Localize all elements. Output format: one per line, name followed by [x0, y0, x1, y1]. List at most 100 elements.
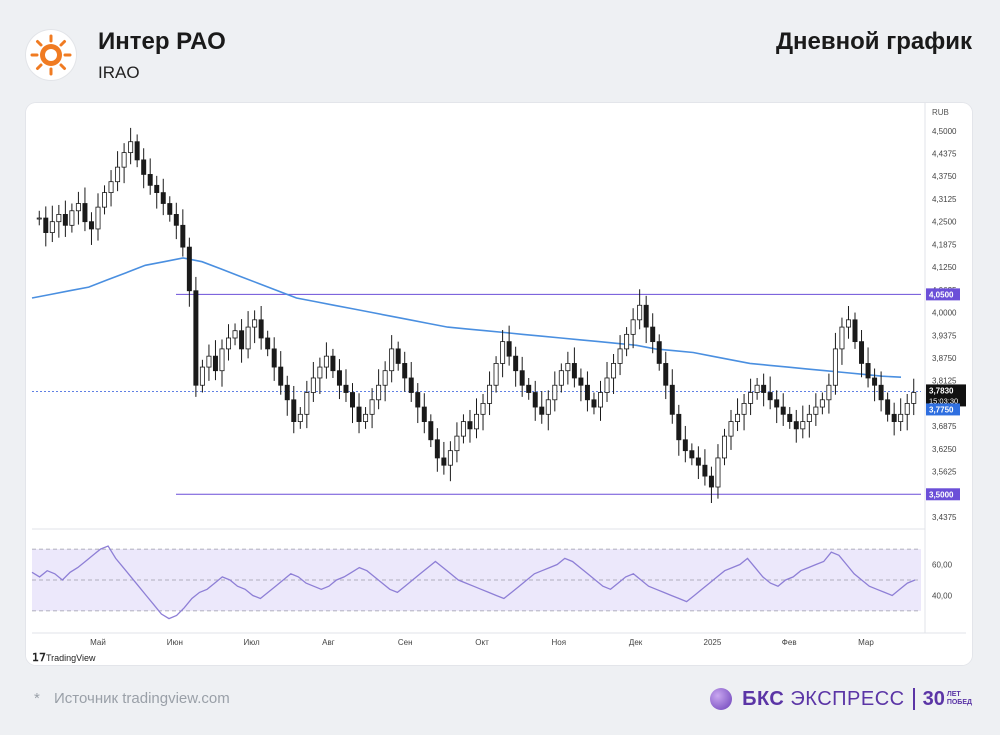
candle-body: [258, 319, 264, 339]
candle-body: [584, 384, 590, 401]
price-tick-label: 3,5625: [932, 468, 957, 477]
candle-body: [885, 399, 891, 415]
candle-body: [395, 348, 401, 364]
candle-body: [49, 221, 55, 233]
candle-body: [630, 319, 636, 335]
candle-body: [402, 363, 408, 379]
candle-body: [663, 363, 669, 386]
candle-body: [199, 366, 205, 386]
brand-name-light: ЭКСПРЕСС: [790, 687, 905, 710]
candle-body: [297, 413, 303, 422]
time-axis-label: Авг: [322, 638, 335, 647]
price-chart[interactable]: 4,5000 4,4375 4,3750 4,3125 4,2500 4,1875 4,12…: [26, 103, 972, 665]
candle-body: [872, 377, 878, 386]
candle-body: [460, 421, 466, 437]
header: Интер РАО IRAO Дневной график: [0, 0, 1000, 100]
candle-body: [774, 399, 780, 408]
price-tick-label: 4,0000: [932, 309, 957, 318]
candle-body: [343, 384, 349, 393]
brand-name-bold: БКС: [742, 687, 785, 710]
candle-body: [565, 363, 571, 372]
candle-body: [656, 341, 662, 364]
candle-body: [708, 475, 714, 488]
prev-close-label: 3,7750: [929, 405, 954, 414]
candle-body: [865, 363, 871, 379]
candle-body: [382, 370, 388, 386]
candle-body: [154, 184, 160, 194]
price-tick-label: 3,9375: [932, 331, 957, 340]
level-badge-label: 4,0500: [929, 290, 954, 299]
candle-body: [800, 421, 806, 430]
candle-body: [735, 413, 741, 422]
time-axis-label: 2025: [704, 638, 722, 647]
candle-body: [36, 217, 42, 220]
candle-body: [682, 439, 688, 452]
candle-body: [624, 333, 630, 350]
rsi-tick-label: 60,00: [932, 561, 953, 570]
candle-body: [56, 214, 62, 223]
candle-body: [173, 214, 179, 226]
candle-body: [330, 355, 336, 372]
candle-body: [845, 319, 851, 328]
rsi-tick-label: 40,00: [932, 591, 953, 600]
time-axis-label: Май: [90, 638, 106, 647]
candle-body: [487, 384, 493, 404]
candle-body: [519, 370, 525, 386]
candle-body: [904, 403, 910, 415]
price-tick-label: 3,4375: [932, 513, 957, 522]
time-axis-label: Дек: [629, 638, 643, 647]
candle-body: [643, 304, 649, 328]
candle-body: [611, 363, 617, 379]
candle-body: [650, 326, 656, 343]
brand-logo: БКС ЭКСПРЕСС 30 ЛЕТ ПОБЕД: [710, 685, 972, 713]
level-badge-label: 3,5000: [929, 490, 954, 499]
time-axis-label: Июл: [243, 638, 260, 647]
candle-body: [526, 384, 532, 393]
candle-body: [219, 348, 225, 372]
candle-body: [239, 330, 245, 350]
moving-average-line: [31, 257, 902, 378]
last-price-badge: [926, 384, 966, 407]
candle-body: [310, 377, 316, 393]
candle-body: [62, 214, 68, 226]
candle-body: [878, 384, 884, 401]
candle-body: [356, 406, 362, 422]
tradingview-logo-icon: 𝟣𝟩: [32, 652, 46, 664]
candle-body: [604, 377, 610, 393]
candle-body: [447, 450, 453, 466]
candle-body: [506, 341, 512, 357]
brand-name: БКС ЭКСПРЕСС: [742, 688, 905, 711]
rsi-line: [31, 545, 916, 620]
candle-body: [721, 435, 727, 459]
candle-body: [467, 421, 473, 430]
candle-body: [578, 377, 584, 386]
watermark-text: TradingView: [46, 653, 96, 663]
candle-body: [408, 377, 414, 393]
candle-body: [232, 330, 238, 339]
candle-body: [806, 413, 812, 422]
candle-body: [474, 413, 479, 430]
candle-body: [591, 399, 597, 408]
candle-body: [369, 399, 375, 415]
candle-body: [571, 363, 577, 379]
candle-body: [160, 192, 166, 204]
price-tick-label: 4,3125: [932, 195, 957, 204]
candle-body: [421, 406, 427, 422]
candle-body: [676, 413, 682, 441]
price-tick-label: 3,6875: [932, 422, 957, 431]
candle-body: [480, 403, 486, 415]
candle-body: [715, 457, 721, 488]
candle-body: [787, 413, 793, 422]
candle-body: [323, 355, 329, 368]
candle-body: [441, 457, 447, 466]
candle-body: [43, 217, 49, 233]
candle-body: [193, 290, 199, 386]
candle-body: [317, 366, 323, 379]
brand-sphere-icon: [710, 688, 733, 710]
candle-body: [859, 341, 865, 364]
candle-body: [167, 203, 173, 215]
candle-body: [141, 159, 147, 175]
price-tick-label: 4,3750: [932, 172, 957, 181]
price-tick-label: 4,4375: [932, 150, 957, 159]
candle-body: [832, 348, 838, 386]
